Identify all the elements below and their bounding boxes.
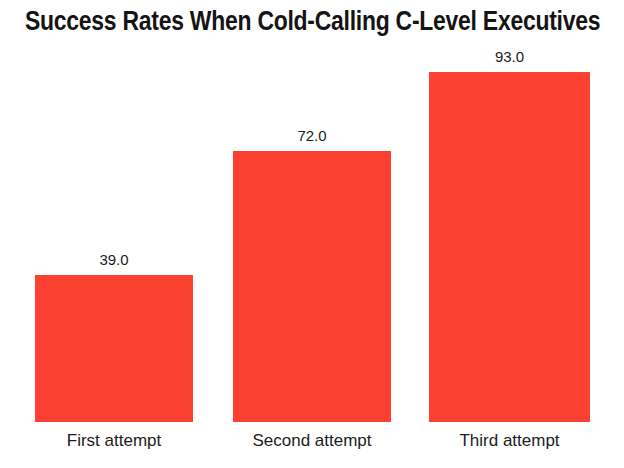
bar-group-first-attempt: 39.0 First attempt	[35, 251, 193, 422]
chart-title: Success Rates When Cold-Calling C-Level …	[25, 6, 600, 37]
bar-first-attempt	[35, 275, 193, 422]
bar-third-attempt	[429, 72, 590, 422]
bar-group-second-attempt: 72.0 Second attempt	[233, 127, 391, 422]
category-label: Third attempt	[459, 431, 559, 451]
bar-group-third-attempt: 93.0 Third attempt	[429, 48, 590, 422]
value-label: 93.0	[495, 48, 524, 66]
category-label: Second attempt	[252, 431, 371, 451]
category-label: First attempt	[67, 431, 161, 451]
value-label: 72.0	[297, 127, 326, 145]
bar-chart: Success Rates When Cold-Calling C-Level …	[0, 0, 624, 468]
value-label: 39.0	[99, 251, 128, 269]
bar-second-attempt	[233, 151, 391, 422]
